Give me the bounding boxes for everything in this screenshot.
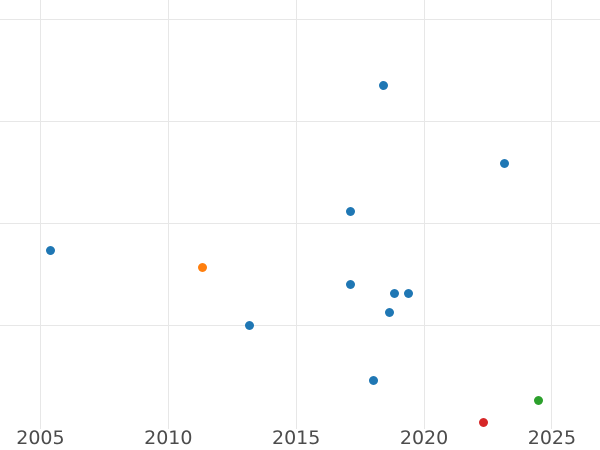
- x-tick-label: 2020: [399, 427, 449, 449]
- scatter-point-blue: [244, 320, 254, 330]
- x-tick-label: 2010: [144, 427, 193, 449]
- gridline-vertical: [39, 0, 41, 429]
- gridline-horizontal: [0, 324, 600, 326]
- scatter-point-blue: [346, 280, 356, 289]
- x-tick-label: 2025: [527, 427, 577, 449]
- scatter-point-blue: [369, 375, 379, 385]
- scatter-point-red: [478, 417, 488, 427]
- scatter-point-blue: [404, 289, 414, 299]
- gridline-vertical: [423, 0, 425, 429]
- scatter-point-blue: [500, 158, 510, 168]
- gridline-vertical: [295, 0, 297, 429]
- gridline-vertical: [167, 0, 169, 429]
- x-tick-label: 2005: [16, 427, 65, 449]
- scatter-point-blue: [384, 307, 394, 317]
- gridline-horizontal: [0, 18, 600, 20]
- x-tick-label: 2015: [271, 427, 321, 449]
- gridline-horizontal: [0, 222, 600, 224]
- scatter-point-green: [533, 396, 543, 406]
- scatter-point-blue: [46, 246, 56, 256]
- scatter-point-blue: [346, 206, 356, 216]
- gridline-vertical: [551, 0, 553, 429]
- scatter-point-blue: [379, 81, 389, 91]
- scatter-point-orange: [197, 262, 207, 272]
- gridline-horizontal: [0, 120, 600, 122]
- scatter-point-blue: [389, 289, 399, 299]
